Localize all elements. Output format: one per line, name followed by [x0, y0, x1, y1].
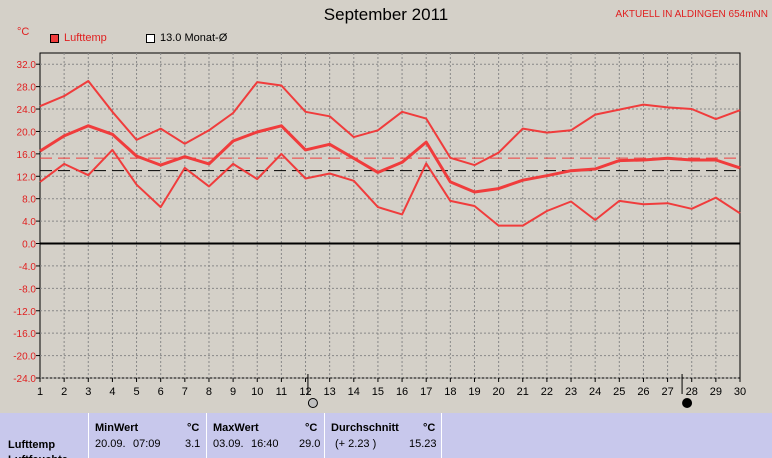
- x-tick-label: 6: [158, 386, 164, 398]
- x-tick-label: 16: [396, 386, 408, 398]
- stats-panel: Lufttemp Luftfeuchte MinWert °C 20.09. 0…: [0, 413, 772, 458]
- full-moon-icon: [307, 398, 318, 408]
- plot-area: [39, 52, 741, 379]
- stats-max-cell: MaxWert °C 03.09. 16:40 29.0: [206, 413, 324, 458]
- y-tick-label: 20.0: [17, 127, 37, 138]
- x-tick-label: 14: [348, 386, 360, 398]
- x-tick-label: 10: [251, 386, 263, 398]
- x-tick-label: 24: [589, 386, 601, 398]
- chart-title: September 2011: [323, 5, 449, 24]
- min-header: MinWert: [95, 422, 139, 434]
- y-tick-label: 8.0: [22, 195, 36, 206]
- x-tick-label: 29: [710, 386, 722, 398]
- x-tick-label: 28: [686, 386, 698, 398]
- min-value: 3.1: [185, 438, 201, 450]
- y-tick-label: -20.0: [13, 352, 36, 363]
- series-line-max: [39, 80, 741, 167]
- x-tick-label: 3: [85, 386, 91, 398]
- x-tick-label: 23: [565, 386, 577, 398]
- x-tick-label: 20: [492, 386, 504, 398]
- min-time: 07:09: [133, 438, 161, 450]
- x-tick-label: 11: [276, 386, 287, 398]
- legend-label-monthly: 13.0 Monat-Ø: [160, 32, 228, 44]
- max-unit: °C: [305, 422, 318, 434]
- stats-row-label: Lufttemp: [8, 439, 56, 451]
- x-tick-label: 22: [541, 386, 553, 398]
- x-tick-label: 18: [444, 386, 456, 398]
- x-tick-label: 2: [61, 386, 67, 398]
- legend-monthly-avg: 13.0 Monat-Ø: [146, 32, 227, 44]
- x-tick-label: 15: [372, 386, 384, 398]
- x-tick-label: 13: [324, 386, 336, 398]
- y-tick-label: 4.0: [22, 217, 36, 228]
- x-tick-label: 26: [637, 386, 649, 398]
- series-line-lufttemp: [39, 124, 741, 194]
- min-date: 20.09.: [95, 438, 126, 450]
- stats-row-label-2: Luftfeuchte: [8, 454, 68, 458]
- y-tick-label: 16.0: [17, 150, 37, 161]
- legend-label-lufttemp: Lufttemp: [64, 32, 107, 44]
- y-tick-label: -8.0: [19, 284, 37, 295]
- min-unit: °C: [187, 422, 200, 434]
- stats-min-cell: MinWert °C 20.09. 07:09 3.1: [88, 413, 206, 458]
- x-tick-label: 30: [734, 386, 746, 398]
- x-tick-label: 17: [420, 386, 432, 398]
- max-value: 29.0: [299, 438, 321, 450]
- y-tick-label: 0.0: [22, 240, 36, 251]
- max-header: MaxWert: [213, 422, 259, 434]
- series-line-min: [39, 148, 741, 227]
- avg-value: 15.23: [409, 438, 437, 450]
- y-axis-unit: °C: [17, 26, 30, 38]
- new-moon-icon: [682, 398, 693, 408]
- y-tick-label: 12.0: [17, 172, 37, 183]
- x-tick-label: 19: [468, 386, 480, 398]
- y-tick-label: -16.0: [13, 329, 36, 340]
- station-location: AKTUELL IN ALDINGEN 654mNN: [615, 9, 768, 20]
- x-tick-label: 21: [517, 386, 529, 398]
- x-tick-label: 4: [109, 386, 115, 398]
- y-tick-label: -12.0: [13, 307, 36, 318]
- x-tick-label: 25: [613, 386, 625, 398]
- avg-header: Durchschnitt: [331, 422, 399, 434]
- temperature-chart: 32.0 28.0 24.0 20.0 16.0 12.0 8.0 4.0 0.0 -4.0 -8.…: [13, 52, 746, 408]
- legend-swatch-monthly: [146, 33, 155, 43]
- x-tick-label: 5: [133, 386, 139, 398]
- x-tick-label: 9: [230, 386, 236, 398]
- y-tick-label: 24.0: [17, 105, 37, 116]
- stats-avg-cell: Durchschnitt °C (+ 2.23 ) 15.23: [324, 413, 442, 458]
- legend-lufttemp: Lufttemp: [50, 32, 107, 44]
- y-tick-label: -24.0: [13, 374, 36, 385]
- y-tick-label: 28.0: [17, 83, 37, 94]
- avg-delta: (+ 2.23 ): [335, 438, 377, 450]
- y-tick-label: 32.0: [17, 60, 37, 71]
- x-tick-label: 12: [299, 386, 311, 398]
- max-time: 16:40: [251, 438, 279, 450]
- max-date: 03.09.: [213, 438, 244, 450]
- legend-swatch-lufttemp: [50, 33, 59, 43]
- avg-unit: °C: [423, 422, 436, 434]
- y-tick-label: -4.0: [19, 262, 37, 273]
- x-tick-label: 8: [206, 386, 212, 398]
- x-tick-label: 7: [182, 386, 188, 398]
- x-tick-label: 1: [37, 386, 43, 398]
- x-tick-label: 27: [661, 386, 673, 398]
